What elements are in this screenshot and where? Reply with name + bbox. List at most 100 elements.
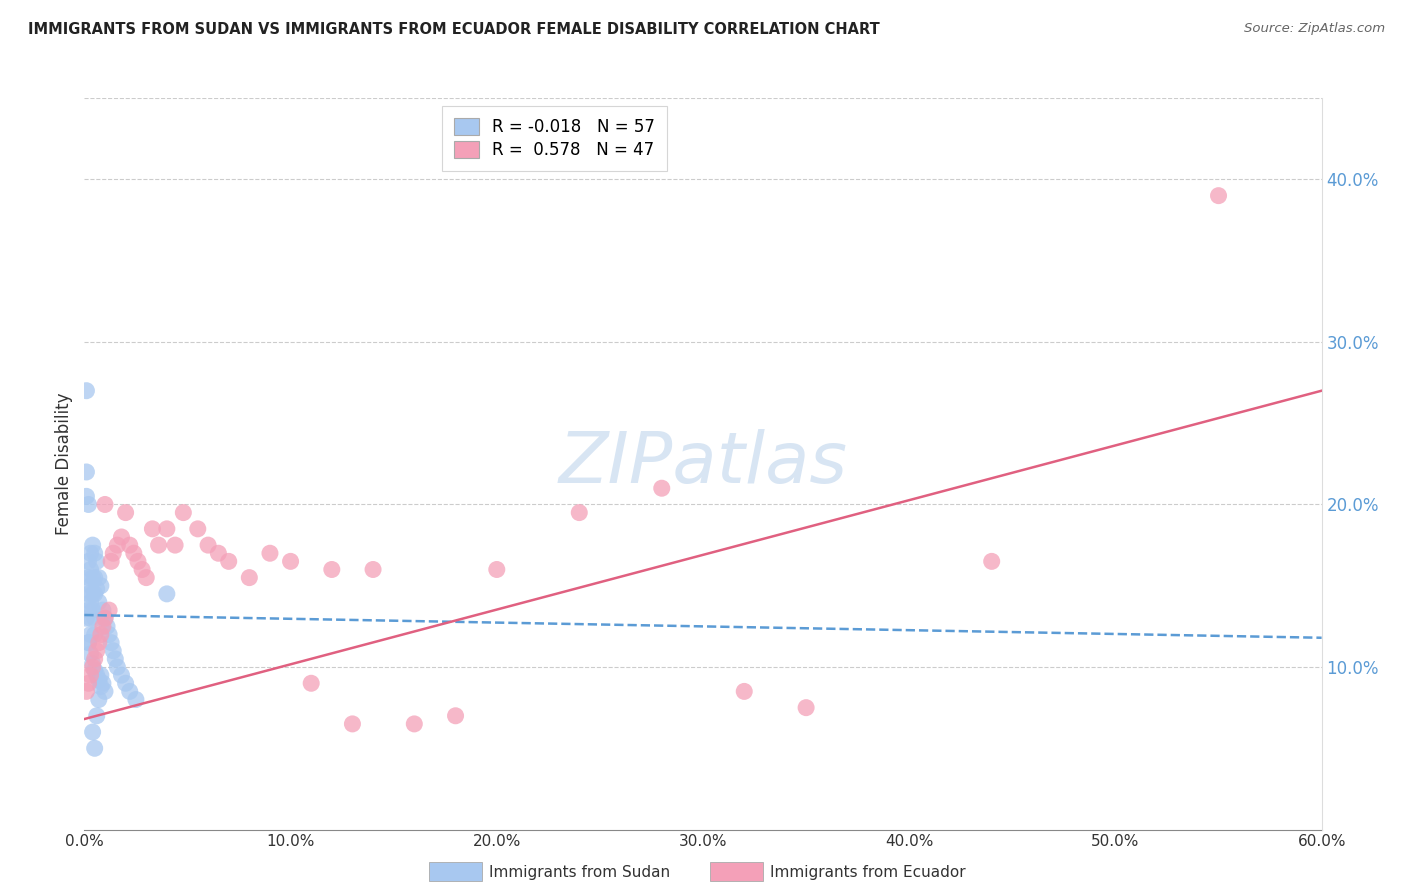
Point (82, 725, 104, 739)
Point (83, 663, 105, 677)
Text: Immigrants from Ecuador: Immigrants from Ecuador (770, 865, 966, 880)
Point (98, 627, 121, 641)
Point (118, 684, 141, 698)
Text: IMMIGRANTS FROM SUDAN VS IMMIGRANTS FROM ECUADOR FEMALE DISABILITY CORRELATION C: IMMIGRANTS FROM SUDAN VS IMMIGRANTS FROM… (28, 22, 880, 37)
Point (79, 611, 101, 625)
Point (87, 673, 110, 687)
Point (444, 708, 467, 723)
Point (77, 498, 100, 512)
Point (79, 562, 101, 576)
Point (86, 708, 108, 723)
Point (259, 546, 281, 560)
Point (218, 554, 240, 568)
Point (98, 603, 121, 617)
Point (83, 652, 105, 666)
Point (197, 538, 219, 552)
Point (86, 644, 108, 658)
Point (77, 571, 100, 585)
Point (141, 522, 163, 536)
Point (82, 660, 104, 674)
Point (114, 506, 136, 520)
Point (83, 741, 105, 756)
Point (1208, 188, 1230, 202)
Point (321, 562, 343, 576)
Point (361, 562, 384, 576)
Point (980, 554, 1002, 568)
Point (299, 676, 322, 690)
Point (172, 506, 194, 520)
Point (651, 481, 673, 495)
Point (90, 579, 112, 593)
Point (238, 571, 260, 585)
Point (90, 627, 112, 641)
Point (87, 635, 110, 649)
Point (75, 611, 97, 625)
Point (87, 692, 110, 706)
Point (86, 582, 108, 596)
Point (148, 538, 170, 552)
Point (104, 652, 127, 666)
Point (165, 538, 187, 552)
Point (96, 619, 118, 633)
Point (404, 717, 426, 731)
Point (94, 611, 117, 625)
Text: Immigrants from Sudan: Immigrants from Sudan (489, 865, 671, 880)
Point (82, 603, 104, 617)
Point (83, 627, 105, 641)
Point (122, 546, 145, 560)
Point (86, 668, 108, 682)
Point (118, 538, 141, 552)
Point (733, 684, 755, 698)
Point (103, 644, 125, 658)
Point (75, 489, 97, 503)
Point (114, 676, 136, 690)
Point (125, 692, 148, 706)
Point (568, 506, 591, 520)
Point (105, 660, 128, 674)
Point (75, 465, 97, 479)
Point (91, 603, 114, 617)
Point (87, 595, 110, 609)
Point (131, 562, 153, 576)
Point (110, 530, 132, 544)
Point (94, 684, 117, 698)
Point (79, 647, 101, 661)
Point (127, 554, 149, 568)
Point (280, 554, 302, 568)
Point (79, 579, 101, 593)
Point (77, 635, 100, 649)
Point (94, 498, 117, 512)
Point (100, 554, 122, 568)
Point (79, 627, 101, 641)
Point (75, 384, 97, 398)
Point (91, 676, 114, 690)
Point (82, 571, 104, 585)
Point (77, 635, 100, 649)
Point (342, 717, 364, 731)
Y-axis label: Female Disability: Female Disability (55, 392, 73, 535)
Legend: R = -0.018   N = 57, R =  0.578   N = 47: R = -0.018 N = 57, R = 0.578 N = 47 (443, 106, 666, 171)
Point (79, 546, 101, 560)
Point (83, 587, 105, 601)
Point (156, 522, 179, 536)
Point (77, 554, 100, 568)
Point (90, 668, 112, 682)
Point (91, 619, 114, 633)
Point (82, 657, 104, 671)
Point (83, 571, 105, 585)
Point (135, 571, 157, 585)
Point (75, 684, 97, 698)
Point (794, 700, 817, 714)
Point (86, 554, 108, 568)
Point (110, 668, 132, 682)
Point (77, 603, 100, 617)
Point (105, 538, 128, 552)
Point (83, 611, 105, 625)
Point (77, 587, 100, 601)
Point (94, 611, 117, 625)
Point (100, 635, 122, 649)
Point (83, 546, 105, 560)
Point (187, 522, 209, 536)
Point (90, 680, 112, 694)
Point (82, 587, 104, 601)
